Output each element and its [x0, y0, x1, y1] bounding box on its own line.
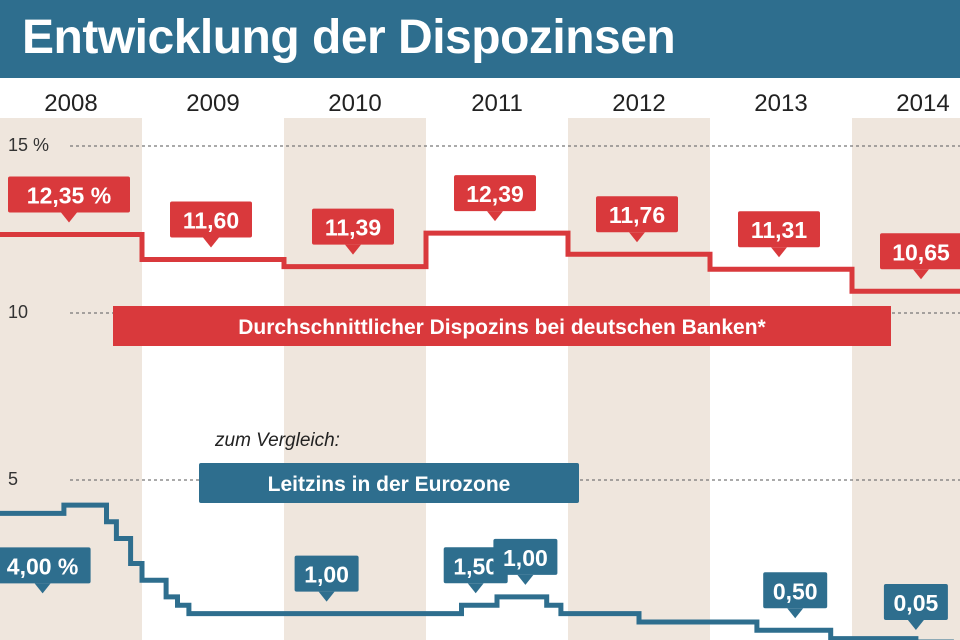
dispozins-value-label-text: 11,31 — [751, 217, 807, 243]
dispozins-value-label-pointer — [487, 211, 503, 222]
leitzins-value-label-text: 1,00 — [304, 562, 349, 588]
dispozins-series-label-box — [113, 306, 891, 346]
dispozins-value-label-pointer — [771, 247, 787, 258]
dispozins-value-label: 11,76 — [596, 196, 678, 243]
dispozins-value-label-box — [312, 208, 394, 245]
year-label: 2014 — [896, 90, 949, 117]
dispozins-series-label-text: Durchschnittlicher Dispozins bei deutsch… — [238, 316, 766, 339]
leitzins-value-label: 0,50 — [763, 572, 828, 619]
leitzins-value-label-pointer — [467, 583, 484, 594]
leitzins-value-label: 1,50 — [443, 547, 508, 594]
dispozins-value-label: 11,39 — [312, 208, 394, 255]
y-tick-label: 10 — [8, 302, 28, 322]
year-label: 2012 — [612, 90, 665, 117]
leitzins-value-label-box — [0, 547, 91, 584]
dispozins-value-label-pointer — [345, 244, 361, 255]
leitzins-value-label-box — [883, 584, 948, 620]
dispozins-value-label: 12,35 % — [8, 176, 130, 223]
leitzins-value-label: 4,00 % — [0, 547, 91, 594]
leitzins-value-label: 0,05 — [883, 584, 948, 630]
year-band — [852, 118, 960, 640]
leitzins-value-label-pointer — [787, 608, 804, 619]
dispozins-value-label-box — [596, 196, 678, 233]
dispozins-line — [0, 230, 960, 294]
year-label: 2013 — [754, 90, 807, 117]
dispozins-value-label-box — [880, 233, 960, 270]
dispozins-value-label: 11,31 — [738, 211, 820, 258]
leitzins-series-label: Leitzins in der Eurozone — [199, 463, 579, 503]
comparison-note: zum Vergleich: — [214, 430, 340, 451]
y-tick-label: 5 — [8, 469, 18, 489]
leitzins-value-label-box — [763, 572, 828, 609]
leitzins-value-label-text: 1,00 — [503, 545, 548, 571]
dispozins-value-label-pointer — [629, 232, 645, 243]
leitzins-value-label-text: 0,50 — [773, 578, 818, 604]
leitzins-value-label: 1,00 — [294, 555, 359, 602]
year-label: 2008 — [44, 90, 97, 117]
leitzins-value-label-pointer — [34, 583, 51, 594]
leitzins-value-label-text: 0,05 — [894, 590, 939, 616]
leitzins-value-label-text: 1,50 — [453, 553, 498, 579]
leitzins-value-label-text: 4,00 % — [7, 553, 79, 579]
chart-title: Entwicklung der Dispozinsen — [22, 11, 676, 64]
dispozins-value-label-pointer — [203, 237, 219, 248]
leitzins-value-label: 1,00 — [493, 538, 558, 585]
leitzins-line — [0, 502, 954, 640]
y-tick-label: 15 % — [8, 135, 49, 155]
leitzins-value-label-box — [493, 538, 558, 575]
dispozins-series-label: Durchschnittlicher Dispozins bei deutsch… — [113, 306, 891, 346]
title-bar: Entwicklung der Dispozinsen — [0, 0, 960, 78]
leitzins-series-label-box — [199, 463, 579, 503]
year-band — [284, 118, 426, 640]
dispozins-value-label-box — [738, 211, 820, 248]
leitzins-value-label-pointer — [318, 591, 335, 602]
dispozins-value-label-text: 12,39 — [466, 181, 524, 207]
dispozins-value-label-box — [454, 175, 536, 212]
leitzins-value-label-pointer — [907, 620, 924, 630]
year-label: 2011 — [471, 90, 523, 117]
year-label: 2010 — [328, 90, 381, 117]
leitzins-value-label-box — [443, 547, 508, 584]
year-labels: 2008 2009 2010 2011 2012 2013 2014 — [44, 90, 949, 117]
dispozins-value-label-pointer — [61, 212, 77, 223]
leitzins-series-label-text: Leitzins in der Eurozone — [268, 473, 511, 496]
dispozins-value-label-text: 12,35 % — [27, 183, 111, 209]
dispozins-value-label-text: 10,65 — [892, 239, 950, 265]
leitzins-value-label-box — [294, 555, 359, 592]
year-label: 2009 — [186, 90, 239, 117]
dispozins-value-label-text: 11,76 — [609, 202, 665, 228]
dispozins-value-label: 10,65 — [880, 233, 960, 280]
dispozins-value-label: 11,60 — [170, 201, 252, 248]
dispozins-value-label-text: 11,39 — [325, 215, 381, 241]
leitzins-value-label-pointer — [517, 574, 534, 585]
dispozins-value-label: 12,39 — [454, 175, 536, 222]
dispozins-value-label-text: 11,60 — [183, 208, 239, 234]
dispozins-value-label-pointer — [913, 269, 929, 280]
dispozins-value-label-box — [170, 201, 252, 238]
dispozins-value-label-box — [8, 176, 130, 213]
